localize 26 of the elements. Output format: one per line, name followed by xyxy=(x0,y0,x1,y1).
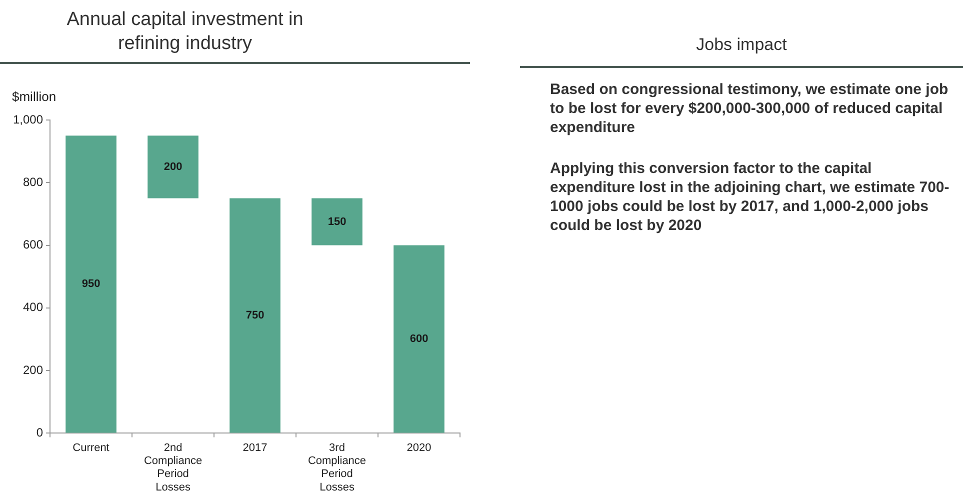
y-tick-label: 0 xyxy=(36,426,44,440)
x-tick-label: 3rd Compliance Period Losses xyxy=(308,442,366,494)
text: Jobs impact xyxy=(695,34,788,56)
chart-title: Annual capital investment in refining industry xyxy=(66,8,304,56)
bar xyxy=(230,198,280,433)
data-label: 150 xyxy=(328,216,346,228)
data-label: 950 xyxy=(82,278,100,290)
bar xyxy=(148,136,198,198)
y-tick-label: 400 xyxy=(23,300,44,314)
x-tick-label: 2nd Compliance Period Losses xyxy=(144,442,202,494)
y-tick-label: 600 xyxy=(23,238,44,252)
data-label: 200 xyxy=(164,161,182,174)
data-label: 600 xyxy=(410,333,428,346)
x-tick-label: 2020 xyxy=(406,442,432,454)
y-tick-label: 1,000 xyxy=(13,112,44,126)
bar xyxy=(394,245,444,433)
text: Based on congressional testimony, we estimate one job to be lost for every $200,000-300,000 of reduced capital expenditure xyxy=(550,80,950,137)
y-axis-title: $million xyxy=(12,89,56,104)
bar xyxy=(66,136,116,433)
x-tick-label: Current xyxy=(72,442,110,454)
bar xyxy=(312,198,362,246)
x-tick-label: 2017 xyxy=(242,442,268,454)
text: Applying this conversion factor to the capital expenditure lost in the adjoining chart, we estimate 700-1000 jobs could be lost by 2017, and 1,000-2,000 jobs could be lost by 2020 xyxy=(550,159,950,235)
y-tick-label: 800 xyxy=(23,174,44,189)
data-label: 750 xyxy=(246,310,264,322)
y-tick-label: 200 xyxy=(23,362,44,377)
